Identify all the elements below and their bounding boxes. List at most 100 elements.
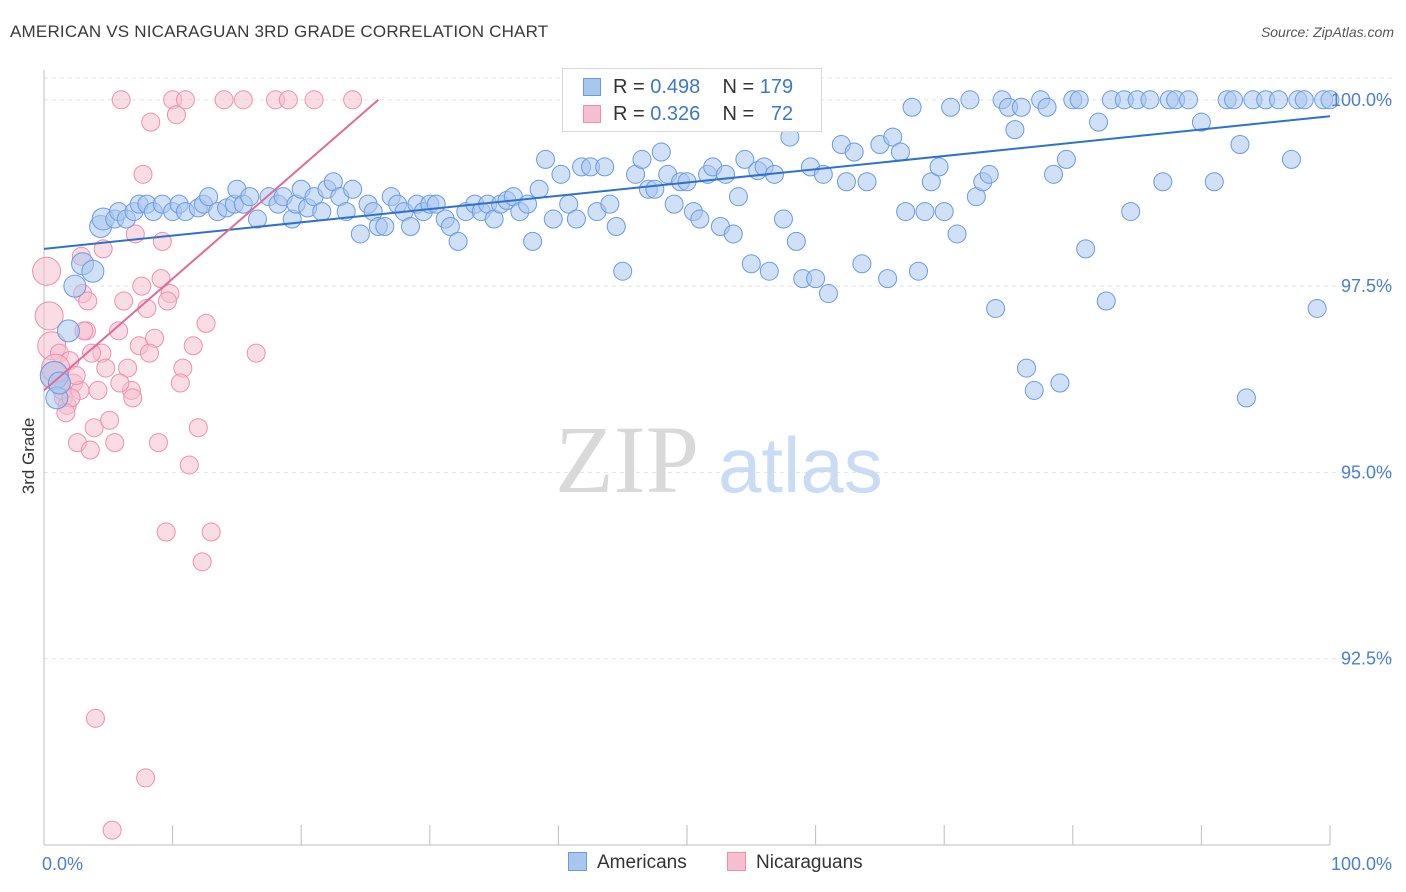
americans-point	[1236, 388, 1256, 408]
americans-point	[47, 371, 71, 395]
americans-point	[529, 179, 549, 199]
americans-point	[986, 298, 1006, 318]
americans-point	[543, 209, 563, 229]
americans-point	[947, 224, 967, 244]
nicaraguans-point	[278, 90, 298, 110]
nicaraguans-point	[139, 343, 159, 363]
nicaraguans-swatch	[583, 105, 601, 123]
legend-nicaraguans-r-label: R =	[613, 103, 645, 125]
americans-point	[1024, 380, 1044, 400]
americans-point	[343, 179, 363, 199]
nicaraguans-point	[118, 358, 138, 378]
nicaraguans-point	[304, 90, 324, 110]
americans-point	[786, 231, 806, 251]
americans-point	[536, 149, 556, 169]
nicaraguans-point	[109, 321, 129, 341]
correlation-legend: R = 0.498 N = 179 R = 0.326 N = 72	[562, 68, 822, 132]
americans-point	[902, 97, 922, 117]
nicaraguans-point	[157, 291, 177, 311]
americans-point	[929, 157, 949, 177]
nicaraguans-point	[343, 90, 363, 110]
nicaraguans-point	[132, 276, 152, 296]
americans-trend-line	[43, 115, 1331, 250]
legend-americans-n-value: 179	[759, 76, 794, 98]
trend-lines	[43, 99, 1331, 392]
nicaraguans-point	[111, 90, 131, 110]
nicaraguans-point	[148, 433, 168, 453]
americans-point	[728, 187, 748, 207]
nicaraguans-point	[102, 820, 122, 840]
americans-point	[312, 202, 332, 222]
americans-point	[773, 209, 793, 229]
nicaraguans-point	[188, 418, 208, 438]
americans-point	[645, 179, 665, 199]
legend-row-americans: R = 0.498 N = 179	[583, 76, 793, 99]
americans-point	[1269, 90, 1289, 110]
americans-point	[818, 284, 838, 304]
americans-point	[1307, 298, 1327, 318]
source-label: Source: ZipAtlas.com	[1260, 24, 1394, 40]
americans-point	[908, 261, 928, 281]
americans-point	[664, 194, 684, 214]
y-tick-label: 97.5%	[1341, 276, 1392, 296]
americans-point	[890, 142, 910, 162]
americans-point	[1140, 90, 1160, 110]
nicaraguans-point	[32, 256, 62, 286]
nicaraguans-point	[100, 410, 120, 430]
bottom-legend-nicaraguans: Nicaraguans	[727, 852, 863, 874]
americans-point	[852, 254, 872, 274]
americans-point	[934, 202, 954, 222]
watermark-zip: ZIP	[555, 406, 699, 513]
y-axis-title: 3rd Grade	[19, 418, 38, 495]
bottom-legend-americans: Americans	[568, 852, 687, 874]
y-tick-label: 92.5%	[1341, 649, 1392, 669]
bottom-legend-americans-label: Americans	[597, 852, 687, 873]
americans-point	[375, 216, 395, 236]
americans-point	[651, 142, 671, 162]
nicaraguans-point	[214, 90, 234, 110]
americans-point	[915, 202, 935, 222]
americans-point	[199, 187, 219, 207]
americans-point	[336, 202, 356, 222]
nicaraguans-point	[166, 105, 186, 125]
americans-point	[1121, 202, 1141, 222]
nicaraguans-trend-line	[43, 99, 380, 392]
nicaraguans-point	[84, 418, 104, 438]
nicaraguans-point	[183, 336, 203, 356]
nicaraguans-point	[141, 112, 161, 132]
watermark-atlas: atlas	[718, 421, 883, 509]
americans-points	[39, 90, 1340, 410]
americans-point	[1281, 149, 1301, 169]
americans-point	[632, 149, 652, 169]
americans-point	[523, 231, 543, 251]
nicaraguans-point	[136, 768, 156, 788]
nicaraguans-point	[196, 313, 216, 333]
americans-point	[551, 164, 571, 184]
americans-point	[759, 261, 779, 281]
nicaraguans-point	[179, 455, 199, 475]
americans-point	[690, 209, 710, 229]
chart-title: AMERICAN VS NICARAGUAN 3RD GRADE CORRELA…	[10, 22, 549, 41]
y-tick-labels: 92.5% 95.0% 97.5% 100.0%	[1331, 90, 1392, 669]
legend-americans-n-label: N =	[722, 76, 755, 98]
nicaraguans-point	[110, 373, 130, 393]
americans-point	[1069, 90, 1089, 110]
nicaraguans-point	[80, 440, 100, 460]
americans-point	[1017, 358, 1037, 378]
nicaraguans-point	[233, 90, 253, 110]
americans-point	[723, 224, 743, 244]
americans-point	[735, 149, 755, 169]
americans-point	[600, 194, 620, 214]
americans-point	[1011, 97, 1031, 117]
americans-point	[844, 142, 864, 162]
americans-point	[960, 90, 980, 110]
americans-point	[595, 157, 615, 177]
americans-point	[806, 269, 826, 289]
nicaraguans-point	[78, 291, 98, 311]
nicaraguans-legend-swatch	[727, 852, 746, 871]
nicaraguans-point	[201, 522, 221, 542]
legend-row-nicaraguans: R = 0.326 N = 72	[583, 103, 793, 126]
x-tick-label-min: 0.0%	[42, 854, 83, 874]
americans-point	[1005, 120, 1025, 140]
